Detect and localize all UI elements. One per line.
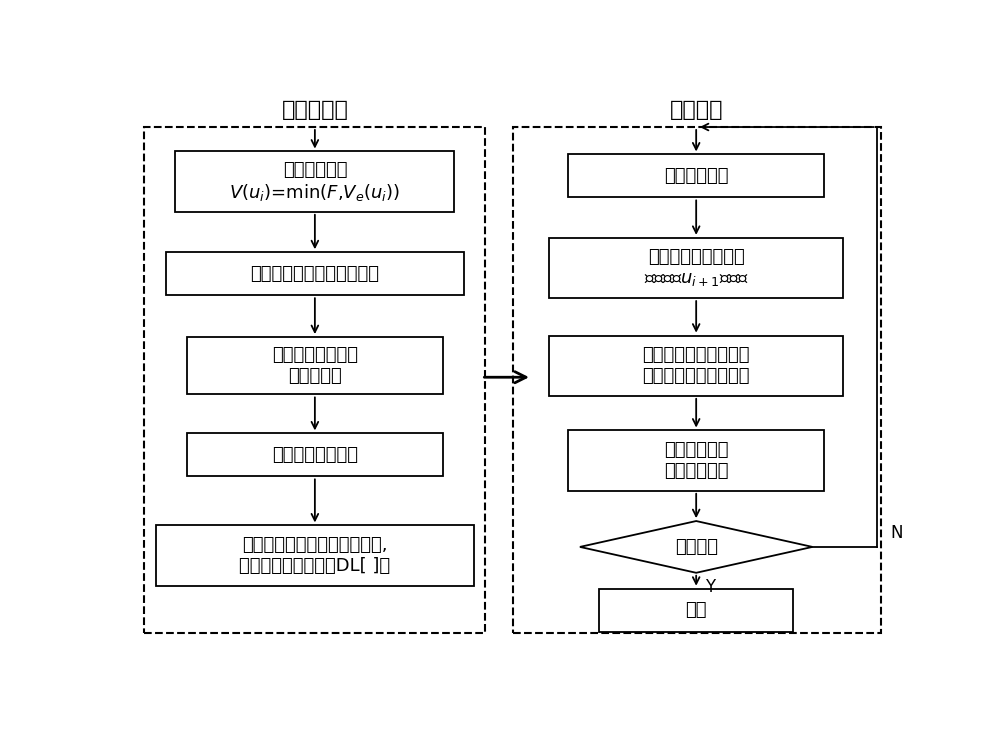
Text: 结束: 结束 [685,601,707,619]
FancyBboxPatch shape [156,525,474,586]
Text: Y: Y [705,578,715,596]
FancyBboxPatch shape [549,238,843,298]
Text: 快速预插补: 快速预插补 [281,100,348,120]
Text: 利用构造方程和预测值
建立抛物线插值多项式: 利用构造方程和预测值 建立抛物线插值多项式 [642,347,750,385]
FancyBboxPatch shape [568,155,824,197]
FancyBboxPatch shape [175,152,454,212]
Text: 确定进给速度
$V(u_i)$=min($F$,$V_e$($u_i$)): 确定进给速度 $V(u_i)$=min($F$,$V_e$($u_i$)) [229,161,401,202]
Text: 用牛顿迭代法
计算插补参数: 用牛顿迭代法 计算插补参数 [664,441,728,480]
FancyBboxPatch shape [549,335,843,396]
Text: 实时插补: 实时插补 [669,100,723,120]
FancyBboxPatch shape [599,589,793,632]
Text: 泰勒、阿当姆斯预测
方程预测$u_{i+1}$初始值: 泰勒、阿当姆斯预测 方程预测$u_{i+1}$初始值 [644,248,749,288]
Text: 计算实时插补时减速始末参数,
并保存到加减速数组DL[ ]中: 计算实时插补时减速始末参数, 并保存到加减速数组DL[ ]中 [239,536,390,575]
FancyBboxPatch shape [568,430,824,491]
FancyBboxPatch shape [187,433,443,477]
Bar [144,127,485,633]
Text: 记录插补路径、减速点信息: 记录插补路径、减速点信息 [250,264,379,282]
Text: 建立构造方程: 建立构造方程 [664,167,728,185]
Text: 计算每段速度方程: 计算每段速度方程 [272,446,358,464]
Bar [512,127,881,633]
Polygon shape [580,521,812,573]
Text: 到达终点: 到达终点 [675,538,718,556]
Text: 计算最大的加速度
和加加速度: 计算最大的加速度 和加加速度 [272,347,358,385]
Text: N: N [890,524,902,542]
FancyBboxPatch shape [187,337,443,394]
FancyBboxPatch shape [166,252,464,295]
